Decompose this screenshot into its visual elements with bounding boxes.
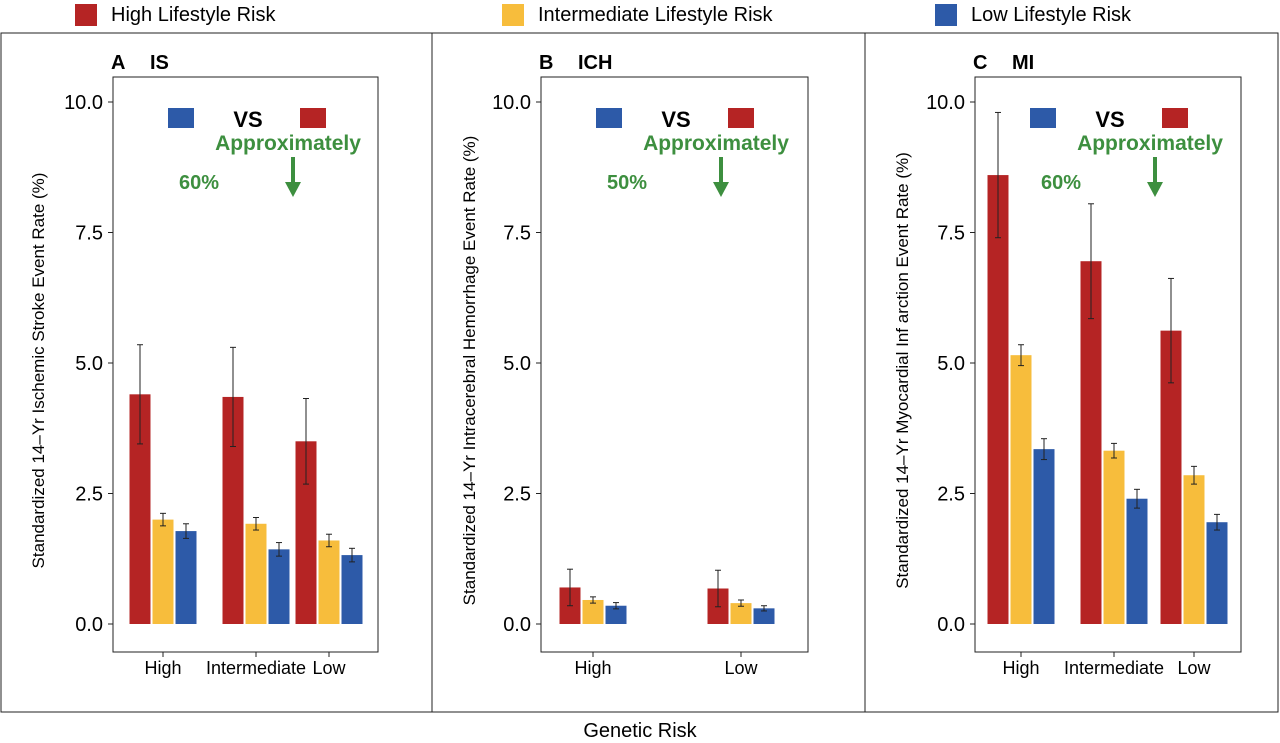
bar — [268, 549, 290, 624]
panel-title: ICH — [578, 52, 612, 74]
bar — [730, 603, 752, 624]
legend-item-high: High Lifestyle Risk — [75, 0, 276, 30]
y-tick-label: 7.5 — [937, 223, 965, 245]
legend-item-intermediate: Intermediate Lifestyle Risk — [502, 0, 773, 30]
bar — [295, 441, 317, 624]
y-axis-label: Standardized 14–Yr Ischemic Stroke Event… — [29, 173, 48, 569]
legend-label-low: Low Lifestyle Risk — [971, 3, 1132, 26]
annotation-approx: Approximately — [1077, 132, 1223, 155]
y-tick-label: 2.5 — [75, 484, 103, 506]
bar — [152, 519, 174, 624]
annotation-swatch-high — [1162, 108, 1188, 128]
annotation-vs: VS — [233, 107, 262, 132]
panel-letter: B — [539, 52, 553, 74]
x-tick-label: Low — [312, 658, 346, 678]
bar — [1126, 498, 1148, 624]
panel-title: IS — [150, 52, 169, 74]
annotation-arrow-head — [285, 182, 301, 197]
legend-swatch-high — [75, 4, 97, 26]
panel-title: MI — [1012, 52, 1034, 74]
x-tick-label: High — [144, 658, 181, 678]
y-tick-label: 2.5 — [937, 484, 965, 506]
bar — [753, 608, 775, 624]
bar — [1103, 450, 1125, 624]
bar — [1206, 522, 1228, 624]
x-tick-label: Intermediate — [1064, 658, 1164, 678]
bar — [605, 605, 627, 624]
bar — [222, 396, 244, 624]
legend-swatch-intermediate — [502, 4, 524, 26]
bar — [318, 540, 340, 624]
legend-swatch-low — [935, 4, 957, 26]
bar — [245, 523, 267, 624]
legend-label-high: High Lifestyle Risk — [111, 3, 276, 26]
bar — [1033, 449, 1055, 624]
annotation-approx: Approximately — [215, 132, 361, 155]
y-tick-label: 0.0 — [75, 614, 103, 636]
y-axis-label: Standardized 14–Yr Myocardial Inf arctio… — [893, 152, 912, 589]
panel-frame — [864, 32, 1279, 713]
y-tick-label: 7.5 — [503, 223, 531, 245]
annotation-percent: 60% — [1041, 172, 1081, 194]
annotation-swatch-low — [1030, 108, 1056, 128]
y-tick-label: 0.0 — [937, 614, 965, 636]
x-tick-label: High — [1002, 658, 1039, 678]
x-tick-label: Low — [1177, 658, 1211, 678]
annotation-approx: Approximately — [643, 132, 789, 155]
bar — [1183, 475, 1205, 624]
x-tick-label: High — [574, 658, 611, 678]
y-tick-label: 10.0 — [492, 92, 531, 114]
annotation-vs: VS — [661, 107, 690, 132]
annotation-swatch-high — [300, 108, 326, 128]
y-tick-label: 10.0 — [926, 92, 965, 114]
panel-letter: A — [111, 52, 125, 74]
annotation-swatch-low — [168, 108, 194, 128]
y-tick-label: 5.0 — [503, 353, 531, 375]
bar — [1010, 355, 1032, 624]
x-axis-title: Genetic Risk — [583, 720, 697, 742]
y-tick-label: 2.5 — [503, 484, 531, 506]
chart-legend: High Lifestyle Risk Intermediate Lifesty… — [0, 0, 1280, 30]
bar — [175, 531, 197, 624]
y-tick-label: 5.0 — [937, 353, 965, 375]
y-tick-label: 7.5 — [75, 223, 103, 245]
panel-letter: C — [973, 52, 987, 74]
y-axis-label: Standardized 14–Yr Intracerebral Hemorrh… — [460, 136, 479, 606]
annotation-arrow-head — [713, 182, 729, 197]
plot-area — [112, 76, 379, 653]
annotation-percent: 50% — [607, 172, 647, 194]
bar — [341, 555, 363, 624]
plot-area — [974, 76, 1242, 653]
plot-area — [540, 76, 809, 653]
annotation-vs: VS — [1095, 107, 1124, 132]
y-tick-label: 0.0 — [503, 614, 531, 636]
chart-panel-b: B ICH 0.0 2.5 5.0 7.5 10.0 Standardized 14–Yr I… — [460, 52, 809, 678]
annotation-arrow-head — [1147, 182, 1163, 197]
bar — [987, 175, 1009, 624]
bar — [1160, 330, 1182, 624]
legend-item-low: Low Lifestyle Risk — [935, 0, 1131, 30]
bar — [582, 599, 604, 624]
bar — [1080, 261, 1102, 624]
y-tick-label: 5.0 — [75, 353, 103, 375]
bar — [129, 394, 151, 624]
annotation-swatch-high — [728, 108, 754, 128]
annotation-swatch-low — [596, 108, 622, 128]
x-tick-label: Low — [724, 658, 758, 678]
annotation-percent: 60% — [179, 172, 219, 194]
legend-label-intermediate: Intermediate Lifestyle Risk — [538, 3, 773, 26]
chart-panel-a: A IS 0.0 2.5 5.0 7.5 10.0 Standardized 14–Yr Is… — [29, 52, 379, 678]
chart-panel-c: C MI 0.0 2.5 5.0 7.5 10.0 Standardized 14–Yr My… — [893, 52, 1242, 678]
x-tick-label: Intermediate — [206, 658, 306, 678]
y-tick-label: 10.0 — [64, 92, 103, 114]
chart-panels: A IS 0.0 2.5 5.0 7.5 10.0 Standardized 14–Yr Is… — [0, 32, 1279, 713]
